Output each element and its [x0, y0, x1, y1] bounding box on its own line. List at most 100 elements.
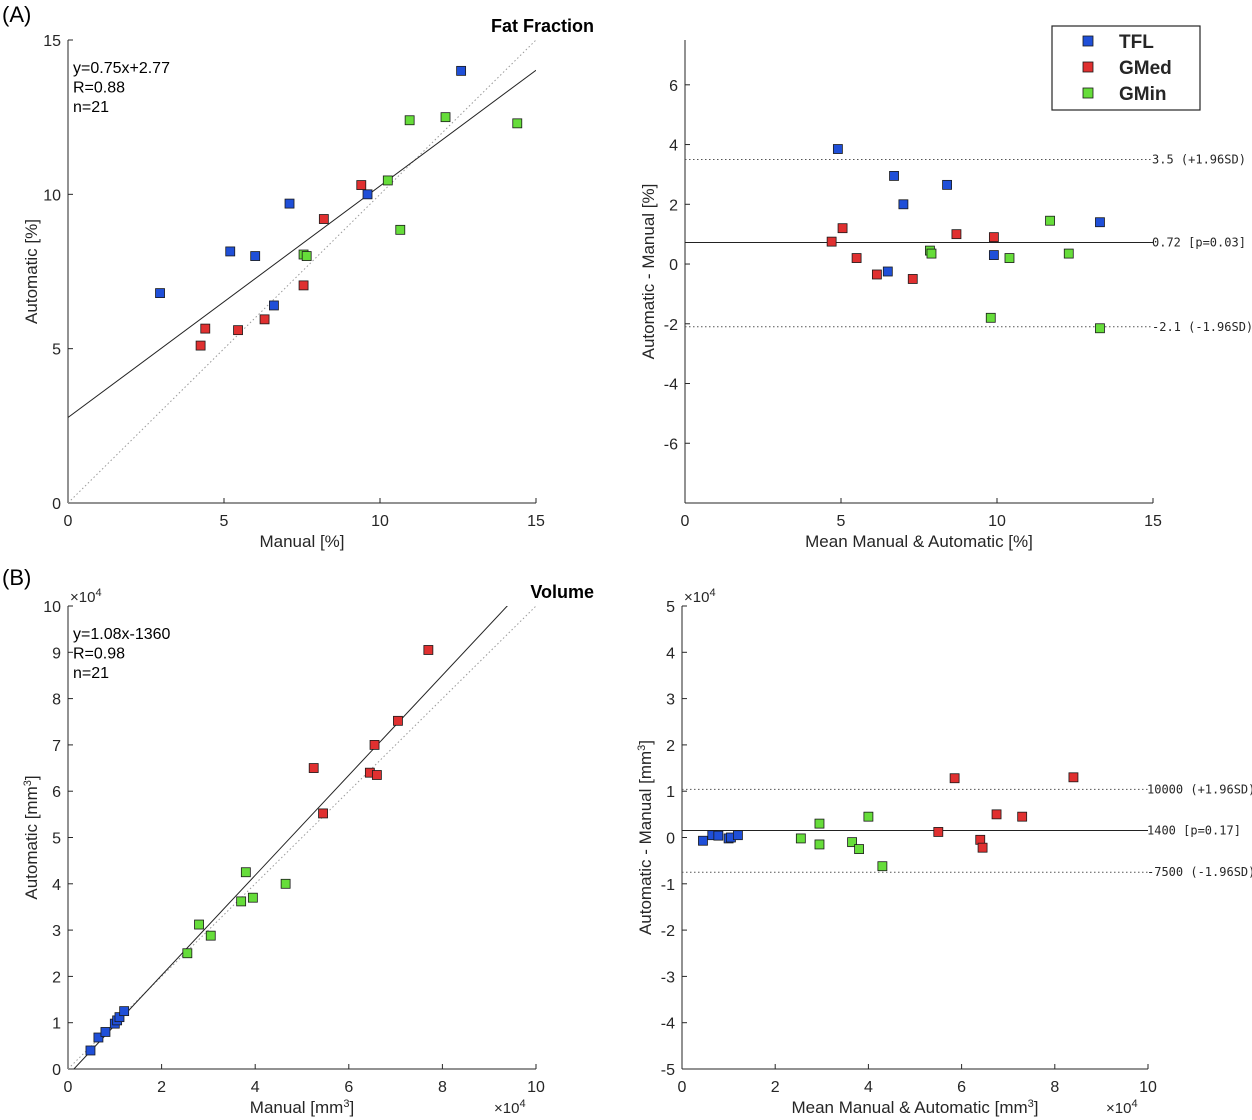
y-tick-label: 8	[52, 692, 61, 709]
point-gmed	[371, 770, 382, 780]
point-gmed	[259, 314, 270, 325]
x-tick-label: 6	[957, 1079, 966, 1096]
point-gmin	[985, 312, 996, 323]
y-tick-label: 5	[52, 342, 61, 359]
point-gmed	[871, 269, 882, 280]
point-gmin	[854, 844, 864, 854]
point-gmin	[795, 833, 806, 844]
point-tfl	[269, 300, 279, 311]
y-tick-label: 3	[666, 692, 675, 709]
legend-label-gmed: GMed	[1119, 58, 1172, 79]
panel-label-b: (B)	[2, 565, 31, 590]
x-axis-label: Mean Manual & Automatic [mm3]	[791, 1098, 1038, 1117]
x-tick-label: 6	[344, 1079, 353, 1096]
point-gmin	[440, 112, 451, 123]
x-multiplier: ×104	[494, 1098, 526, 1117]
point-gmin	[926, 248, 937, 259]
ref-line-label: 0.72 [p=0.03]	[1152, 236, 1246, 250]
point-gmed	[851, 253, 862, 263]
x-multiplier: ×104	[1106, 1098, 1138, 1117]
point-tfl	[882, 266, 893, 277]
legend-box	[1051, 25, 1201, 111]
point-tfl	[284, 198, 295, 209]
plot-area	[68, 40, 536, 503]
y-axis-label: Automatic [mm3]	[22, 775, 41, 899]
x-tick-label: 15	[527, 513, 545, 530]
chart-ff_ba: 0 5 10 15 -6 -4 -2 0 2 4 6 Mean Manual & Automatic …	[639, 25, 1252, 551]
x-axis-label: Mean Manual & Automatic [%]	[805, 532, 1033, 551]
x-tick-label: 0	[64, 1079, 73, 1096]
x-tick-label: 15	[1144, 513, 1162, 530]
point-gmed	[991, 809, 1002, 820]
stats-line: n=21	[73, 99, 109, 116]
y-tick-label: -2	[664, 317, 678, 334]
y-tick-label: -6	[664, 436, 678, 453]
y-tick-label: -4	[664, 377, 678, 394]
y-tick-label: 1	[666, 784, 675, 801]
point-gmed	[977, 842, 988, 853]
y-tick-label: 2	[52, 969, 61, 986]
legend-label-tfl: TFL	[1119, 32, 1154, 53]
ref-line-label: 3.5 (+1.96SD)	[1152, 152, 1246, 166]
y-tick-label: 3	[52, 923, 61, 940]
point-gmin	[1004, 253, 1015, 263]
point-tfl	[1095, 217, 1105, 228]
identity-line	[68, 606, 536, 1069]
point-tfl	[456, 65, 467, 76]
point-gmin	[814, 818, 825, 829]
y-tick-label: 5	[52, 831, 61, 848]
point-gmed	[233, 325, 243, 336]
point-gmed	[949, 773, 960, 784]
x-tick-label: 10	[988, 513, 1006, 530]
point-gmin	[395, 224, 406, 235]
point-gmed	[951, 229, 962, 240]
point-gmed	[907, 274, 918, 284]
chart-ff_corr: 0 5 10 15 0 5 10 15 Manual [%] Automatic [%] Fat F…	[22, 16, 594, 551]
x-tick-label: 10	[527, 1079, 545, 1096]
point-tfl	[898, 199, 909, 210]
stats-line: y=0.75x+2.77	[73, 60, 170, 77]
y-tick-label: 9	[52, 645, 61, 662]
legend-marker-gmin	[1082, 87, 1094, 99]
point-tfl	[100, 1027, 111, 1037]
x-axis-label: Manual [mm3]	[250, 1098, 354, 1117]
point-gmin	[280, 878, 291, 889]
y-axis-label: Automatic [%]	[22, 219, 41, 324]
y-tick-label: -3	[661, 969, 675, 986]
chart-title: Fat Fraction	[491, 16, 594, 36]
ref-line-label: -2.1 (-1.96SD)	[1152, 320, 1252, 334]
point-tfl	[362, 189, 373, 200]
x-tick-label: 10	[1139, 1079, 1157, 1096]
chart-vol_ba: 0 2 4 6 8 10 -5 -4 -3 -2 -1 0 1 2 3 4 5 Mean Manual & Aut…	[636, 587, 1252, 1117]
point-gmed	[195, 340, 206, 351]
point-gmed	[393, 715, 403, 726]
x-tick-label: 5	[837, 513, 846, 530]
plot-area	[68, 606, 536, 1069]
stats-line: R=0.88	[73, 80, 125, 97]
y-tick-label: 4	[669, 138, 678, 155]
y-tick-label: -5	[661, 1062, 675, 1079]
point-gmin	[194, 919, 204, 930]
identity-line	[68, 40, 536, 503]
point-gmed	[356, 180, 367, 190]
y-tick-label: 2	[669, 197, 678, 214]
legend: TFL GMed GMin	[1051, 25, 1201, 111]
point-tfl	[225, 246, 236, 257]
y-tick-label: -2	[661, 923, 675, 940]
point-gmin	[182, 948, 193, 959]
point-gmed	[308, 763, 319, 773]
ref-line-label: 1400 [p=0.17]	[1147, 824, 1241, 838]
x-tick-label: 8	[438, 1079, 447, 1096]
point-gmin	[382, 175, 393, 186]
point-gmin	[1063, 248, 1074, 259]
point-gmin	[236, 896, 247, 907]
point-gmed	[837, 223, 848, 234]
ref-line-label: -7500 (-1.96SD)	[1147, 865, 1252, 879]
point-gmin	[847, 837, 857, 848]
point-gmed	[988, 232, 999, 243]
stats-line: n=21	[73, 665, 109, 682]
point-gmin	[1095, 323, 1105, 334]
point-tfl	[698, 835, 708, 846]
point-tfl	[155, 288, 165, 299]
